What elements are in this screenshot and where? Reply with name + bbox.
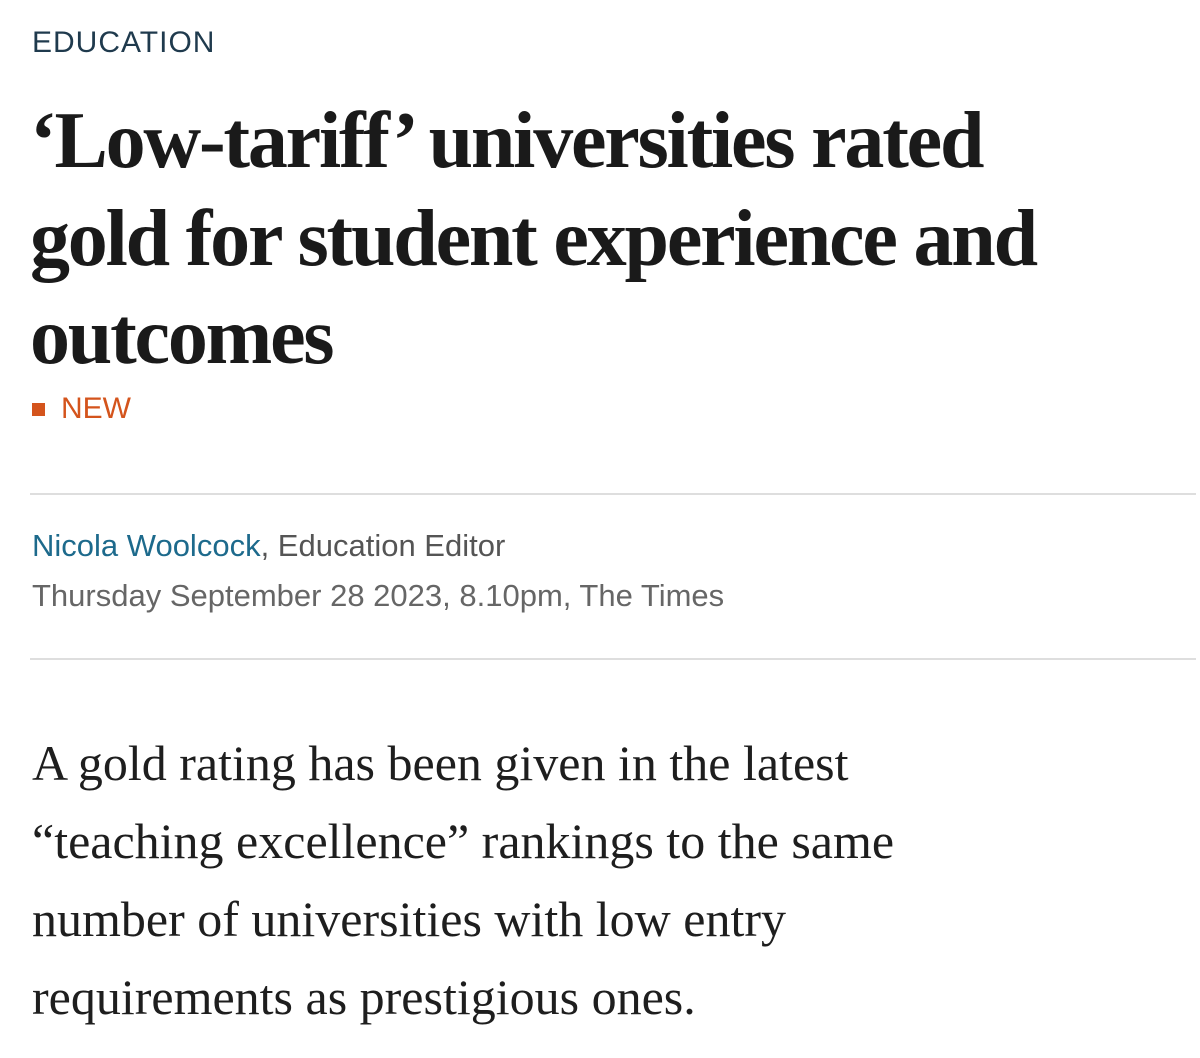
standfirst: A gold rating has been given in the late… — [32, 724, 894, 1036]
standfirst-line: number of universities with low entry — [32, 891, 787, 947]
divider — [30, 658, 1196, 660]
standfirst-line: A gold rating has been given in the late… — [32, 735, 849, 791]
standfirst-line: “teaching excellence” rankings to the sa… — [32, 813, 895, 869]
section-label[interactable]: EDUCATION — [32, 26, 216, 59]
tag-square — [32, 402, 45, 416]
tag-text: NEW — [61, 392, 131, 425]
dateline: Thursday September 28 2023, 8.10pm, The … — [32, 578, 725, 613]
author-role: , Education Editor — [260, 528, 506, 563]
headline-line: gold for student experience and — [30, 195, 1038, 283]
tag: NEW — [32, 392, 131, 426]
divider — [30, 493, 1196, 495]
headline: ‘Low-tariff’ universities rated gold for… — [30, 92, 1038, 386]
headline-line: outcomes — [30, 293, 335, 381]
headline-line: ‘Low-tariff’ universities rated — [30, 97, 984, 185]
byline: Nicola Woolcock, Education Editor — [32, 528, 505, 564]
standfirst-line: requirements as prestigious ones. — [32, 969, 696, 1025]
author-link[interactable]: Nicola Woolcock — [32, 528, 261, 563]
